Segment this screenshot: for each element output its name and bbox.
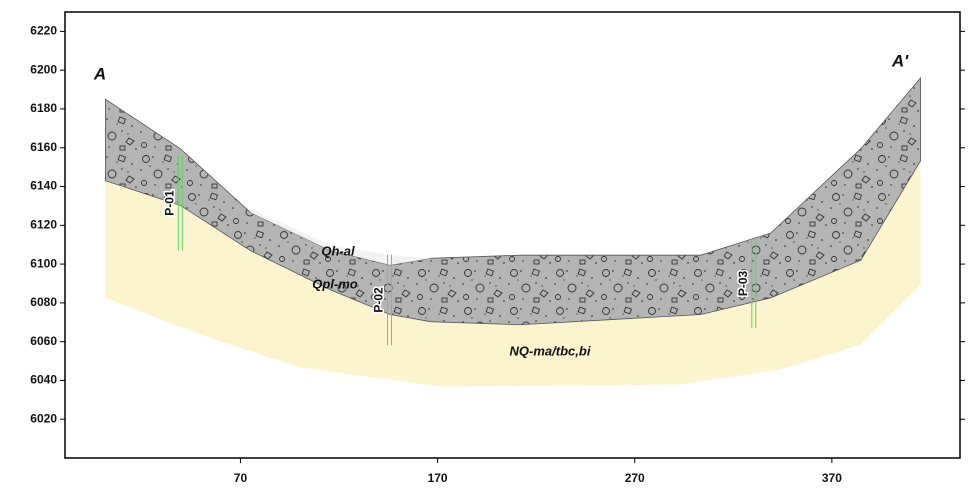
plot-area <box>105 76 921 387</box>
well-label: P-02 <box>372 287 386 313</box>
x-tick-label: 270 <box>625 471 645 485</box>
y-tick-label: 6220 <box>30 24 57 38</box>
y-tick-label: 6060 <box>30 334 57 348</box>
x-tick-label: 170 <box>428 471 448 485</box>
y-tick-label: 6200 <box>30 62 57 76</box>
layer-label: Qpl-mo <box>312 276 358 291</box>
layer <box>105 160 921 387</box>
x-tick-label: 370 <box>822 471 842 485</box>
well-label: P-03 <box>736 270 750 296</box>
plot-frame <box>64 11 961 459</box>
layer-label: NQ-ma/tbc,bi <box>510 343 591 358</box>
well-label: P-01 <box>162 190 176 216</box>
y-tick-label: 6160 <box>30 140 57 154</box>
y-tick-label: 6040 <box>30 373 57 387</box>
y-tick-label: 6140 <box>30 179 57 193</box>
layer <box>250 208 431 266</box>
y-tick-label: 6120 <box>30 217 57 231</box>
x-tick-label: 70 <box>234 471 248 485</box>
y-tick-label: 6100 <box>30 256 57 270</box>
layer-label: Qh-al <box>321 243 355 258</box>
y-tick-label: 6080 <box>30 295 57 309</box>
y-tick-label: 6180 <box>30 101 57 115</box>
layer <box>105 76 921 326</box>
section-label: A <box>93 64 106 83</box>
section-label: A' <box>891 51 909 70</box>
y-tick-label: 6020 <box>30 411 57 425</box>
